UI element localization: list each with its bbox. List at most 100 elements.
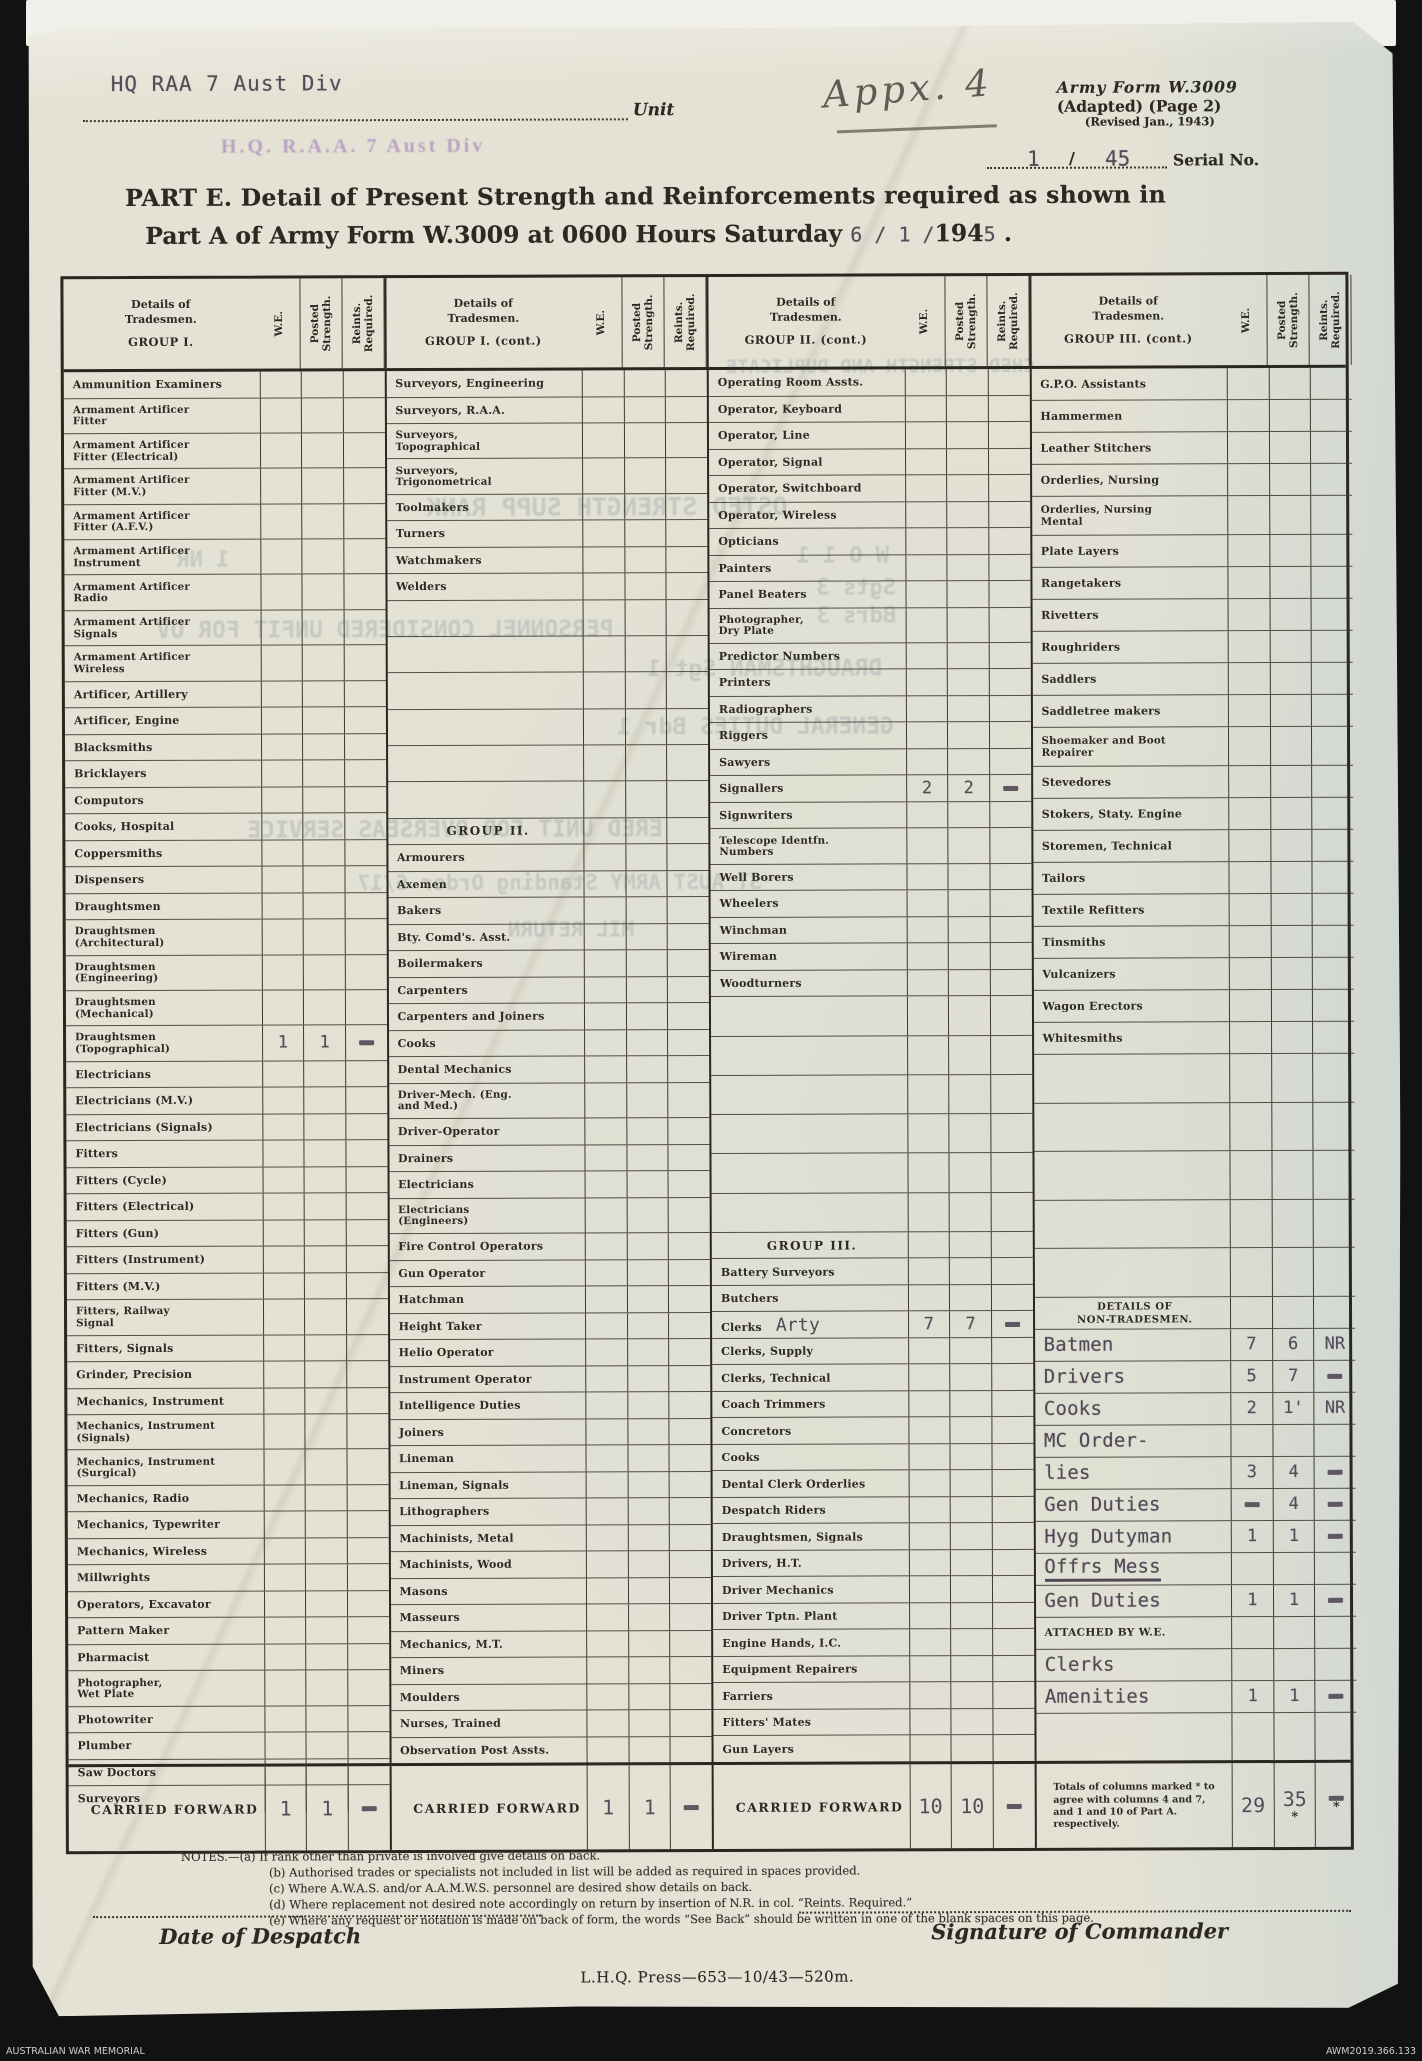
value-cell — [1228, 695, 1270, 726]
value-cell — [303, 990, 345, 1025]
trade-label: Equipment Repairers — [722, 1662, 858, 1677]
value-cell — [669, 1366, 711, 1392]
table-row: Gen Duties 1 1 — [1035, 1584, 1356, 1617]
label-cell: Driver Tptn. Plant — [713, 1603, 909, 1629]
value-cell — [949, 1285, 991, 1311]
trade-label: Drivers, H.T. — [721, 1556, 802, 1571]
value-cell — [666, 573, 708, 599]
reints-carried-cell: * — [1315, 1763, 1357, 1847]
label-cell: Panel Beaters — [709, 581, 905, 607]
typed-value: 4 — [1288, 1461, 1299, 1482]
value-cell — [669, 1604, 711, 1630]
value-cell — [582, 423, 624, 458]
value-cell — [262, 1220, 304, 1246]
value-cell — [584, 1118, 626, 1144]
header-details-line: Details of — [453, 296, 513, 310]
trade-label: Amenities — [1044, 1685, 1150, 1708]
dash-mark — [1245, 1502, 1260, 1507]
value-cell — [628, 1737, 670, 1763]
label-cell: Signwriters — [710, 802, 906, 828]
trade-label-line2: Instrument — [73, 556, 141, 569]
value-cell — [1310, 400, 1352, 431]
value-cell — [668, 1260, 710, 1286]
label-cell: Whitesmiths — [1034, 1022, 1230, 1054]
table-row: Armament Artificer Instrument — [64, 539, 385, 576]
value-cell — [1312, 958, 1354, 989]
value-cell — [1230, 1200, 1272, 1248]
we-carried-cell: 10 — [909, 1764, 951, 1848]
value-cell — [263, 1388, 305, 1414]
value-cell — [668, 1145, 710, 1171]
table-row: Stokers, Staty. Engine — [1033, 798, 1354, 831]
table-row: Draughtsmen (Mechanical) — [66, 990, 387, 1027]
value-cell — [668, 1286, 710, 1312]
value-cell — [906, 749, 948, 775]
form-number-line3: (Revised Jan., 1943) — [1084, 114, 1215, 129]
value-cell: 1 — [1231, 1521, 1273, 1552]
value-cell — [908, 1524, 950, 1550]
value-cell: 7 — [908, 1312, 950, 1338]
value-cell: 1 — [303, 1026, 345, 1061]
value-cell — [989, 802, 1031, 828]
label-cell: Fitters (M.V.) — [67, 1273, 263, 1299]
value-cell — [259, 398, 301, 433]
reints-carried-cell — [347, 1766, 389, 1850]
value-cell — [628, 1710, 670, 1736]
table-row: Farriers — [713, 1682, 1034, 1710]
label-cell: Armament Artificer Fitter (A.F.V.) — [64, 504, 260, 539]
value-cell — [949, 1114, 991, 1152]
value-cell — [584, 924, 626, 950]
label-cell: Fitters (Instrument) — [67, 1247, 263, 1273]
table-row: Draughtsmen, Signals — [713, 1523, 1034, 1551]
table-row: Electricians (Signals) — [66, 1114, 387, 1142]
dash-mark — [1005, 1322, 1020, 1327]
trade-label: Armament Artificer Instrument — [73, 546, 256, 570]
value-cell — [948, 996, 990, 1034]
value-cell — [347, 1732, 389, 1758]
trade-label: Fitters (M.V.) — [75, 1279, 161, 1294]
value-cell — [262, 1114, 304, 1140]
label-cell: Carpenters and Joiners — [388, 1004, 584, 1030]
value-cell — [262, 1061, 304, 1087]
table-row: Battery Surveyors — [712, 1258, 1033, 1286]
value-cell — [347, 1617, 389, 1643]
we-carried-cell: 29 — [1232, 1763, 1274, 1847]
value-cell — [261, 734, 303, 760]
trade-label: Mechanics, Instrument (Signals) — [76, 1421, 259, 1445]
value-cell — [991, 1364, 1033, 1390]
value-cell — [991, 1258, 1033, 1284]
table-row: Vulcanizers — [1033, 958, 1354, 991]
label-cell: Coppersmiths — [65, 840, 261, 866]
value-cell — [1270, 798, 1312, 829]
carried-value: 1 — [279, 1796, 292, 1821]
table-row: Plate Layers — [1032, 535, 1353, 568]
value-cell — [1270, 727, 1312, 765]
table-row: Draughtsmen (Topographical) 1 1 — [66, 1025, 387, 1062]
table-row: Electricians — [66, 1061, 387, 1089]
table-row: Rangetakers — [1032, 567, 1353, 600]
label-cell: Operator, Keyboard — [709, 396, 905, 422]
label-cell: Saddletree makers — [1032, 695, 1228, 727]
table-row: Whitesmiths — [1034, 1022, 1355, 1055]
typed-value: 1 — [1288, 1589, 1300, 1610]
value-cell — [949, 1193, 991, 1231]
value-cell — [626, 1003, 668, 1029]
label-cell: Well Borers — [710, 864, 906, 890]
header-group: Details of Tradesmen. GROUP III. (cont.) W.… — [1031, 275, 1352, 366]
label-cell: Pharmacist — [68, 1644, 264, 1670]
label-cell — [711, 1036, 907, 1075]
table-row: Electricians (Engineers) — [389, 1198, 710, 1235]
trade-label: Fitters (Gun) — [75, 1226, 160, 1241]
table-row: Predictor Numbers — [710, 643, 1031, 671]
value-cell — [908, 1391, 950, 1417]
table-row: Leather Stitchers — [1031, 432, 1352, 465]
value-cell — [948, 917, 990, 943]
trade-label: G.P.O. Assistants — [1040, 377, 1147, 391]
label-cell: Cooks, Hospital — [65, 814, 261, 840]
value-cell — [305, 1671, 347, 1706]
value-cell — [1228, 663, 1270, 694]
label-cell: Painters — [709, 555, 905, 581]
trade-label: Machinists, Wood — [399, 1557, 512, 1572]
trade-label: Fitters — [75, 1147, 119, 1161]
label-cell: Drivers, H.T. — [713, 1550, 909, 1576]
